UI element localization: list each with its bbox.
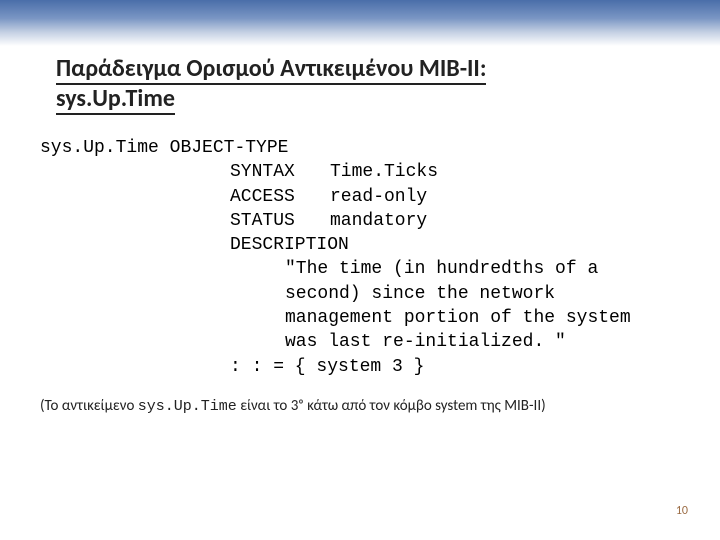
slide-title: Παράδειγμα Ορισμού Αντικειμένου MIB-II: …: [56, 54, 664, 114]
access-label: ACCESS: [230, 185, 330, 209]
access-value: read-only: [330, 185, 427, 209]
def-header: sys.Up.Time OBJECT-TYPE: [40, 136, 664, 160]
title-line2: sys.Up.Time: [56, 84, 175, 115]
title-line1: Παράδειγμα Ορισμού Αντικειμένου MIB-II:: [56, 54, 486, 85]
description-text: "The time (in hundredths of a second) si…: [230, 257, 660, 354]
syntax-label: SYNTAX: [230, 160, 330, 184]
object-type: OBJECT-TYPE: [170, 138, 289, 158]
def-attrs: SYNTAX Time.Ticks ACCESS read-only STATU…: [40, 160, 664, 379]
access-row: ACCESS read-only: [230, 185, 664, 209]
description-label: DESCRIPTION: [230, 233, 664, 257]
footer-prefix: (Το αντικείμενο: [40, 397, 138, 415]
status-label: STATUS: [230, 209, 330, 233]
footer-suffix: είναι το 3ᵒ κάτω από τον κόμβο system τη…: [240, 397, 545, 415]
assignment: : : = { system 3 }: [230, 355, 664, 379]
object-name: sys.Up.Time: [40, 138, 159, 158]
status-value: mandatory: [330, 209, 427, 233]
syntax-value: Time.Ticks: [330, 160, 438, 184]
mib-definition: sys.Up.Time OBJECT-TYPE SYNTAX Time.Tick…: [0, 118, 720, 379]
header-gradient-band: [0, 0, 720, 46]
status-row: STATUS mandatory: [230, 209, 664, 233]
title-block: Παράδειγμα Ορισμού Αντικειμένου MIB-II: …: [0, 46, 720, 118]
footer-note: (Το αντικείμενο sys.Up.Time είναι το 3ᵒ …: [0, 379, 720, 415]
syntax-row: SYNTAX Time.Ticks: [230, 160, 664, 184]
footer-mono: sys.Up.Time: [138, 398, 237, 415]
page-number: 10: [676, 504, 688, 518]
